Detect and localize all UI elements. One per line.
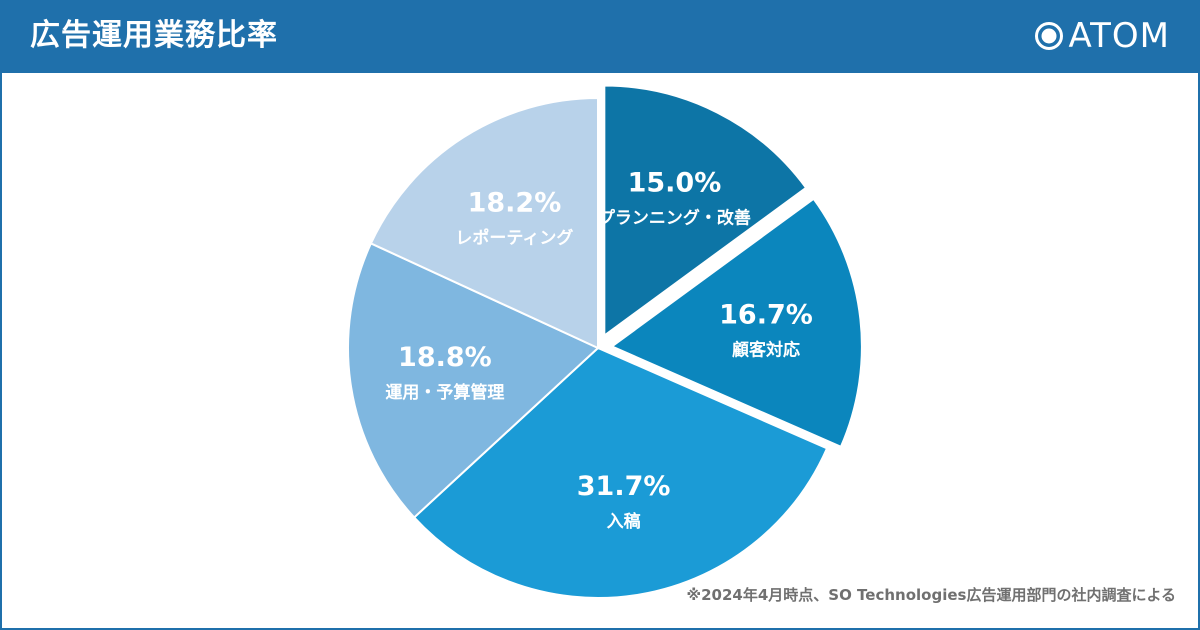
slice-category-label: レポーティング xyxy=(455,227,573,248)
atom-logo: ATOM xyxy=(1034,17,1170,55)
pie-chart: 15.0% プランニング・改善 16.7% 顧客対応 31.7% 入稿 18.8% 運用・予算… xyxy=(347,84,863,599)
logo-text: ATOM xyxy=(1068,16,1170,56)
slice-percent-label: 18.2% xyxy=(468,187,562,218)
slice-percent-label: 18.8% xyxy=(398,342,492,373)
page-title: 広告運用業務比率 xyxy=(30,18,278,53)
pie-slice-0 xyxy=(603,84,808,338)
pie-slice-4 xyxy=(369,96,599,350)
slice-category-label: 入稿 xyxy=(607,511,641,532)
slice-category-label: プランニング・改善 xyxy=(598,207,751,228)
header-bar: 広告運用業務比率 ATOM xyxy=(0,0,1200,73)
slice-percent-label: 16.7% xyxy=(719,300,813,331)
footnote: ※2024年4月時点、SO Technologies広告運用部門の社内調査による xyxy=(686,586,1177,604)
atom-logo-icon xyxy=(1034,21,1064,51)
slice-category-label: 顧客対応 xyxy=(732,340,800,361)
slice-percent-label: 15.0% xyxy=(628,167,722,198)
pie-slice-1 xyxy=(609,197,863,449)
pie-chart-area: 15.0% プランニング・改善 16.7% 顧客対応 31.7% 入稿 18.8% 運用・予算… xyxy=(0,73,1200,630)
pie-slice-3 xyxy=(347,242,600,519)
pie-slice-2 xyxy=(412,346,829,599)
slice-category-label: 運用・予算管理 xyxy=(385,382,504,403)
slice-percent-label: 31.7% xyxy=(577,471,671,502)
